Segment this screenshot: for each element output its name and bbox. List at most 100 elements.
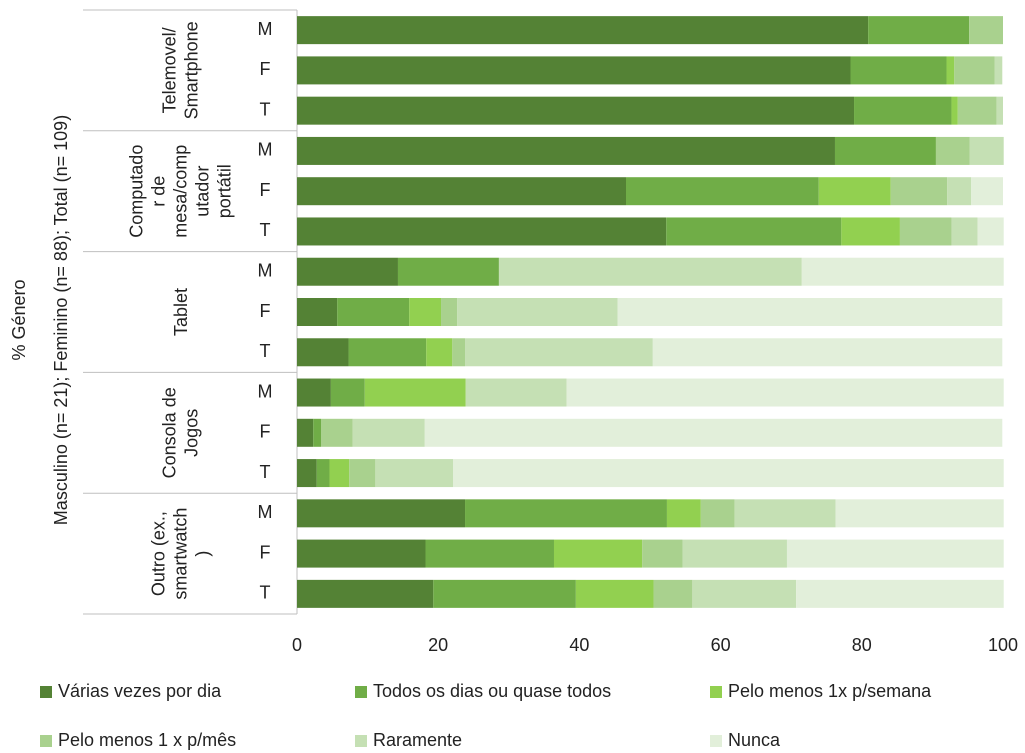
bar-segment [297,499,466,528]
bar-segment [297,136,835,165]
group-label: Smartphone [182,21,202,119]
category-label: T [260,220,271,240]
bar-segment [409,298,442,326]
bar-segment [321,418,353,447]
bar-segment [977,217,1004,246]
bar-segment [575,579,654,608]
bar-segment [957,96,997,125]
group-label: mesa/comp [171,145,191,238]
category-label: F [260,422,271,442]
bar-segment [297,378,331,407]
bar-segment [441,298,458,326]
category-label: T [260,462,271,482]
bar-segment [971,177,1003,206]
y-axis-title: Masculino (n= 21); Feminino (n= 88); Tot… [51,115,71,525]
bar-segment [453,459,1004,488]
group-label: Consola de [160,387,180,478]
category-label: F [260,542,271,562]
category-label: M [258,381,273,401]
bar-segment [424,418,1003,447]
bar-segment [465,499,667,528]
bar-segment [297,96,855,125]
bar-segment [652,338,1003,367]
bar-segment [666,499,701,528]
bar-segment [642,539,683,568]
bar-segment [364,378,466,407]
bar-segment [330,378,365,407]
bar-segment [297,579,434,608]
legend-item: Todos os dias ou quase todos [355,681,611,701]
bar-segment [433,579,576,608]
bar-segment [337,298,410,326]
legend-item: Pelo menos 1x p/semana [710,681,932,701]
group-label: portátil [215,164,235,218]
bar-segment [994,56,1003,85]
bar-segment [625,177,819,206]
bar-segment [297,539,426,568]
bar-segment [666,217,842,246]
legend-swatch [355,686,367,698]
category-label: M [258,19,273,39]
bar-segment [850,56,947,85]
category-label: T [260,99,271,119]
category-label: M [258,502,273,522]
bar-segment [682,539,787,568]
bar-segment [375,459,454,488]
group-label: Outro (ex., [149,511,169,596]
bar-segment [352,418,425,447]
x-tick-label: 100 [988,635,1018,655]
legend-item: Raramente [355,730,462,750]
x-tick-label: 60 [711,635,731,655]
bar-segment [465,338,653,367]
bar-segment [947,177,972,206]
bar-segment [349,459,376,488]
legend-item: Várias vezes por dia [40,681,222,701]
bar-segment [796,579,1004,608]
bar-segment [297,16,869,45]
bar-segment [700,499,735,528]
category-label: M [258,140,273,160]
bar-segment [854,96,952,125]
group-label: r de [149,176,169,207]
bar-segment [969,16,1003,45]
x-tick-label: 40 [569,635,589,655]
group-label: Telemovel/ [160,27,180,113]
group-label: Jogos [182,409,202,457]
group-label: smartwatch [171,508,191,600]
bar-segment [498,257,802,286]
bar-segment [297,56,851,85]
legend-label: Pelo menos 1 x p/mês [58,730,236,750]
group-label: ) [193,551,213,557]
bar-segment [935,136,970,165]
y-axis-title: % Género [9,279,29,360]
legend-swatch [40,735,52,747]
bar-segment [452,338,466,367]
bar-segment [297,418,314,447]
bar-segment [297,177,626,206]
legend-item: Pelo menos 1 x p/mês [40,730,236,750]
bar-segment [465,378,567,407]
category-label: M [258,260,273,280]
legend-label: Todos os dias ou quase todos [373,681,611,701]
bar-segment [890,177,948,206]
bar-segment [425,539,554,568]
category-label: T [260,583,271,603]
bar-segment [653,579,693,608]
bar-segment [951,217,978,246]
bar-segment [835,499,1004,528]
bar-segment [996,96,1003,125]
legend-label: Nunca [728,730,781,750]
group-label: Computado [127,145,147,238]
legend-swatch [710,735,722,747]
legend-label: Várias vezes por dia [58,681,222,701]
legend-swatch [355,735,367,747]
bar-segment [457,298,618,326]
bar-segment [899,217,952,246]
bar-segment [951,96,958,125]
bar-segment [692,579,797,608]
bar-segment [313,418,322,447]
bar-segment [734,499,836,528]
bar-segment [297,257,398,286]
bar-segment [553,539,643,568]
